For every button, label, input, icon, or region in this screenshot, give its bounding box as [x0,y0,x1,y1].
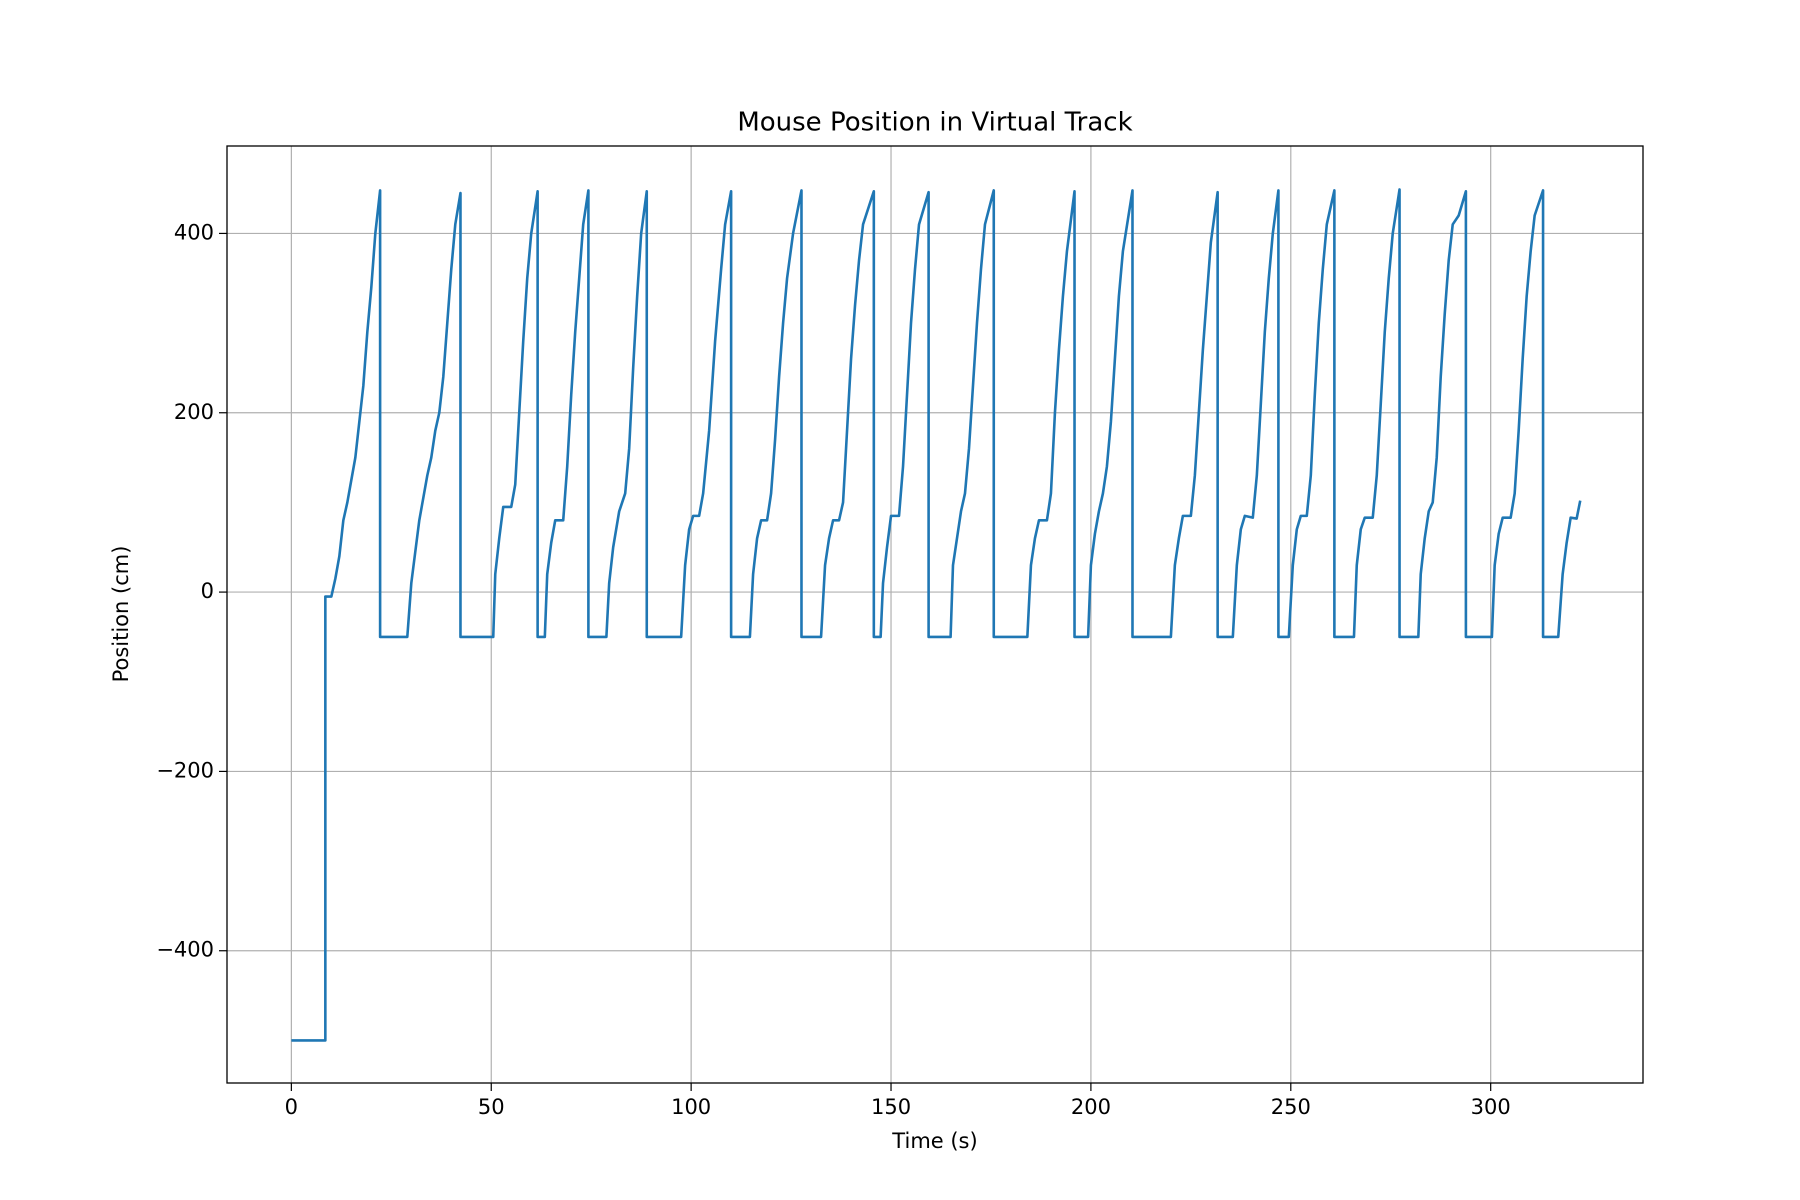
y-axis-label: Position (cm) [109,546,133,683]
x-tick-label: 100 [671,1095,711,1119]
y-tick-label: −400 [156,938,214,962]
chart-title: Mouse Position in Virtual Track [737,108,1132,138]
x-tick-label: 50 [478,1095,505,1119]
y-tick-label: 400 [174,220,214,244]
x-axis-label: Time (s) [891,1129,977,1153]
plot-frame [226,145,1644,1084]
data-line [291,188,1582,1042]
x-tick-label: 250 [1271,1095,1311,1119]
x-tick-label: 0 [285,1095,298,1119]
y-tick-label: 200 [174,400,214,424]
x-tick-label: 300 [1471,1095,1511,1119]
x-tick-label: 200 [1071,1095,1111,1119]
y-tick-label: 0 [201,579,214,603]
y-tick-label: −200 [156,758,214,782]
x-tick-label: 150 [871,1095,911,1119]
